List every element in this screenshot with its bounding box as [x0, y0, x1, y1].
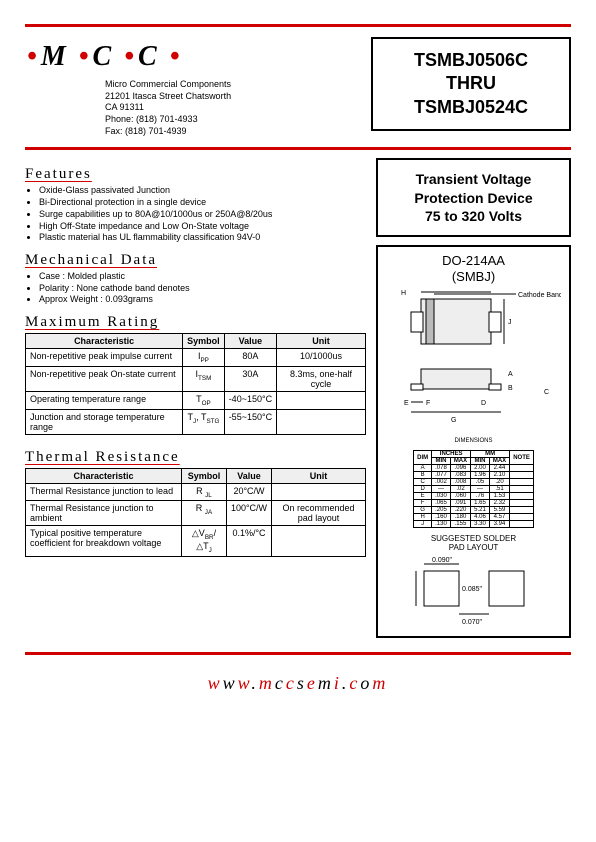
dim-row: C.002.008.05.20: [414, 479, 534, 486]
mechanical-item: Polarity : None cathode band denotes: [39, 283, 366, 295]
company-phone: Phone: (818) 701-4933: [105, 114, 361, 126]
company-name: Micro Commercial Components: [105, 79, 361, 91]
website-url: www.mccsemi.com: [25, 673, 571, 694]
mechanical-item: Case : Molded plastic: [39, 271, 366, 283]
svg-text:0.090": 0.090": [432, 557, 453, 564]
top-red-bar: [25, 24, 571, 27]
features-title: Features: [25, 166, 366, 183]
pkg-subcode: (SMBJ): [452, 269, 495, 284]
desc-line1: Transient Voltage: [382, 170, 565, 188]
description-box: Transient Voltage Protection Device 75 t…: [376, 158, 571, 237]
logo-letter: M: [41, 41, 68, 72]
logo-dot: •: [124, 41, 136, 72]
table-row: Typical positive temperature coefficient…: [26, 526, 366, 557]
dim-row: E.030.060.761.53: [414, 493, 534, 500]
features-list: Oxide-Glass passivated JunctionBi-Direct…: [39, 185, 366, 243]
svg-text:A: A: [508, 371, 513, 378]
logo: •M •C •C •: [25, 41, 361, 73]
pad-title2: PAD LAYOUT: [384, 543, 563, 552]
thermal-title: Thermal Resistance: [25, 449, 366, 466]
logo-letter: C: [93, 41, 114, 72]
package-box: DO-214AA (SMBJ) Cathode Band H: [376, 245, 571, 638]
svg-text:E: E: [404, 400, 409, 407]
logo-dot: •: [170, 41, 182, 72]
table-row: Non-repetitive peak On-state currentITSM…: [26, 366, 366, 391]
svg-text:0.085": 0.085": [462, 586, 483, 593]
part-from: TSMBJ0506C: [381, 49, 561, 72]
logo-dot: •: [27, 41, 39, 72]
table-row: Junction and storage temperature rangeTJ…: [26, 409, 366, 434]
logo-dot: •: [79, 41, 91, 72]
table-row: Operating temperature rangeTOP-40~150°C: [26, 391, 366, 409]
feature-item: Bi-Directional protection in a single de…: [39, 197, 366, 209]
dim-row: J.130.1553.303.94: [414, 521, 534, 528]
part-to: TSMBJ0524C: [381, 96, 561, 119]
table-row: Thermal Resistance junction to ambientR …: [26, 501, 366, 526]
dim-row: A.078.0962.002.44: [414, 465, 534, 472]
dim-row: H.160.1804.064.57: [414, 514, 534, 521]
dim-row: G.205.2205.215.59: [414, 507, 534, 514]
desc-line3: 75 to 320 Volts: [382, 207, 565, 225]
pkg-code: DO-214AA: [442, 253, 505, 268]
company-addr1: 21201 Itasca Street Chatsworth: [105, 91, 361, 103]
pad-layout-drawing: 0.090" 0.085" 0.070": [404, 556, 544, 626]
dim-header: DIMENSIONS: [384, 438, 563, 444]
company-fax: Fax: (818) 701-4939: [105, 126, 361, 138]
table-row: Thermal Resistance junction to leadR JL2…: [26, 483, 366, 501]
dim-row: D—.02—.51: [414, 486, 534, 493]
svg-text:H: H: [401, 290, 406, 297]
svg-text:C: C: [544, 389, 549, 396]
dim-row: B.077.0831.962.10: [414, 472, 534, 479]
svg-text:B: B: [508, 385, 513, 392]
pad-layout: SUGGESTED SOLDER PAD LAYOUT 0.090" 0.085…: [384, 534, 563, 626]
table-row: Non-repetitive peak impulse currentIPP80…: [26, 348, 366, 366]
max-rating-table: CharacteristicSymbolValueUnitNon-repetit…: [25, 333, 366, 435]
svg-text:J: J: [508, 319, 512, 326]
package-drawing: Cathode Band H J A B C: [386, 284, 561, 434]
feature-item: Oxide-Glass passivated Junction: [39, 185, 366, 197]
desc-line2: Protection Device: [382, 189, 565, 207]
svg-text:0.070": 0.070": [462, 619, 483, 626]
svg-text:F: F: [426, 400, 430, 407]
feature-item: Plastic material has UL flammability cla…: [39, 232, 366, 244]
svg-text:G: G: [451, 417, 456, 424]
part-number-box: TSMBJ0506C THRU TSMBJ0524C: [371, 37, 571, 131]
dimension-table: DIMINCHESMMNOTEMINMAXMINMAXA.078.0962.00…: [413, 450, 534, 528]
mechanical-title: Mechanical Data: [25, 252, 366, 269]
max-rating-title: Maximum Rating: [25, 314, 366, 331]
mechanical-item: Approx Weight : 0.093grams: [39, 294, 366, 306]
feature-item: High Off-State impedance and Low On-Stat…: [39, 221, 366, 233]
dim-row: F.065.0911.652.32: [414, 500, 534, 507]
logo-letter: C: [138, 41, 159, 72]
company-addr2: CA 91311: [105, 102, 361, 114]
thermal-table: CharacteristicSymbolValueUnitThermal Res…: [25, 468, 366, 557]
part-thru: THRU: [381, 72, 561, 95]
cathode-band-label: Cathode Band: [518, 292, 561, 299]
company-info: Micro Commercial Components 21201 Itasca…: [105, 79, 361, 137]
mechanical-list: Case : Molded plasticPolarity : None cat…: [39, 271, 366, 306]
bottom-red-bar: [25, 652, 571, 655]
pad-title1: SUGGESTED SOLDER: [384, 534, 563, 543]
mid-red-bar: [25, 147, 571, 150]
feature-item: Surge capabilities up to 80A@10/1000us o…: [39, 209, 366, 221]
svg-text:D: D: [481, 400, 486, 407]
